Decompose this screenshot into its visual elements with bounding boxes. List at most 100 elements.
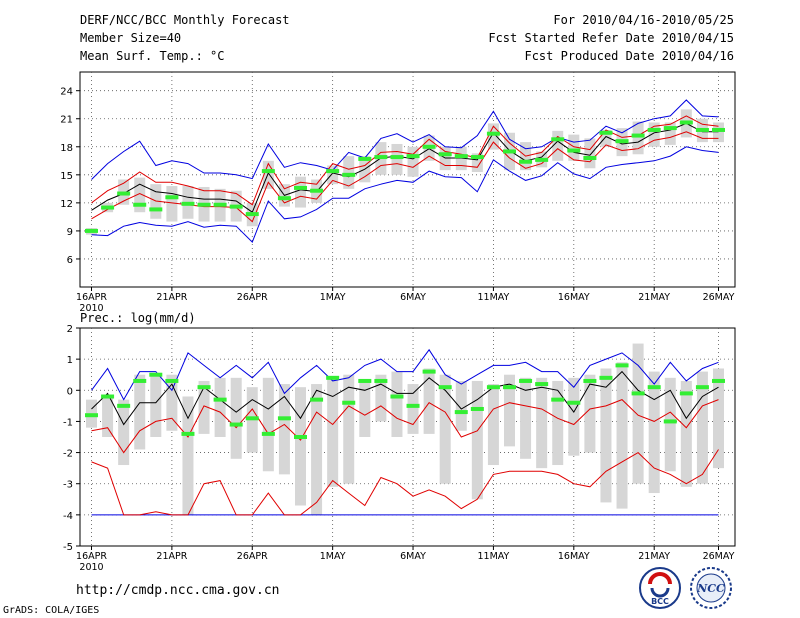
x-tick-label: 21MAY (638, 292, 670, 303)
spread-box (359, 380, 371, 437)
observed-mark (679, 391, 693, 396)
observed-mark (342, 172, 356, 177)
observed-mark (406, 403, 420, 408)
observed-mark (503, 149, 516, 154)
spread-box (407, 146, 419, 177)
y-tick-label: 0 (67, 386, 73, 397)
observed-mark (712, 378, 725, 383)
observed-mark (117, 403, 131, 408)
observed-mark (503, 385, 516, 390)
website-url[interactable]: http://cmdp.ncc.cma.gov.cn (76, 583, 280, 598)
observed-mark (535, 382, 549, 387)
spread-box (600, 368, 612, 503)
y-tick-label: 12 (60, 199, 73, 210)
y-tick-label: 21 (60, 115, 73, 126)
produced-date: Fcst Produced Date 2010/04/16 (524, 49, 734, 63)
x-tick-year: 2010 (79, 562, 103, 573)
x-tick-label: 21APR (156, 551, 187, 562)
observed-mark (294, 435, 307, 439)
observed-mark (438, 152, 452, 157)
observed-mark (599, 130, 613, 135)
x-tick-label: 16MAY (558, 292, 590, 303)
x-tick-year: 2010 (79, 303, 103, 314)
precip-panel-title: Prec.: log(mm/d) (80, 311, 196, 325)
observed-mark (631, 391, 645, 396)
observed-mark (663, 126, 677, 131)
observed-mark (229, 422, 243, 427)
spread-box (632, 121, 644, 155)
observed-mark (663, 419, 677, 424)
observed-mark (117, 191, 131, 196)
mean-minus-sd-line (91, 399, 719, 454)
max-line (91, 99, 719, 180)
x-tick-label: 16APR (76, 551, 107, 562)
observed-mark (519, 159, 533, 164)
spread-box (600, 129, 612, 147)
observed-mark (85, 413, 98, 418)
observed-mark (374, 378, 388, 383)
spread-box (134, 177, 146, 213)
y-tick-label: -4 (63, 511, 73, 522)
spread-box (327, 165, 339, 185)
spread-box (487, 384, 499, 466)
observed-mark (229, 204, 243, 209)
x-tick-label: 26APR (237, 551, 268, 562)
spread-box (664, 122, 676, 145)
observed-mark (277, 416, 291, 421)
spread-box (616, 362, 628, 509)
observed-mark (615, 363, 629, 368)
y-tick-label: -5 (63, 542, 73, 553)
observed-mark (181, 431, 195, 436)
ensemble-mean-line (91, 370, 719, 426)
y-tick-label: 2 (67, 324, 73, 335)
spread-box (214, 377, 226, 437)
observed-mark (358, 156, 372, 161)
x-tick-label: 21APR (156, 292, 187, 303)
chart-title: DERF/NCC/BCC Monthly Forecast (80, 13, 290, 27)
observed-mark (197, 202, 211, 207)
spread-box (311, 384, 323, 515)
mean-minus-2sd-line (91, 449, 719, 516)
observed-mark (599, 375, 613, 380)
observed-mark (165, 378, 179, 383)
spread-box (166, 186, 178, 222)
observed-mark (374, 155, 388, 160)
spread-box (295, 176, 306, 208)
x-tick-label: 16APR (76, 292, 107, 303)
spread-box (198, 380, 210, 434)
y-tick-label: 9 (67, 227, 73, 238)
observed-mark (486, 385, 500, 390)
spread-box (102, 396, 114, 437)
spread-box (455, 380, 467, 431)
ncc-logo-text: NCC (696, 582, 725, 595)
observed-mark (712, 127, 725, 132)
observed-mark (454, 154, 468, 159)
y-tick-label: 24 (60, 87, 73, 98)
observed-mark (342, 400, 356, 405)
spread-box (343, 374, 355, 484)
spread-box (439, 374, 451, 484)
x-tick-label: 11MAY (477, 292, 509, 303)
y-tick-label: -1 (63, 417, 73, 428)
y-tick-label: 6 (67, 255, 73, 266)
observed-mark (294, 185, 307, 190)
x-tick-label: 26MAY (703, 551, 735, 562)
mean-minus-sd-line (91, 131, 719, 223)
observed-mark (406, 154, 420, 159)
spread-box (262, 377, 274, 472)
observed-mark (438, 385, 452, 390)
spread-box (278, 384, 290, 475)
spread-box (423, 368, 435, 434)
spread-box (182, 396, 194, 515)
x-tick-label: 21MAY (638, 551, 670, 562)
observed-mark (326, 169, 340, 174)
observed-mark (470, 406, 484, 411)
observed-mark (422, 144, 436, 149)
x-tick-label: 6MAY (400, 292, 426, 303)
y-tick-label: 15 (60, 171, 73, 182)
spread-box (584, 138, 596, 169)
observed-mark (567, 400, 581, 405)
observed-mark (390, 394, 404, 399)
observed-mark (695, 385, 709, 390)
started-refer-date: Fcst Started Refer Date 2010/04/15 (488, 31, 734, 45)
